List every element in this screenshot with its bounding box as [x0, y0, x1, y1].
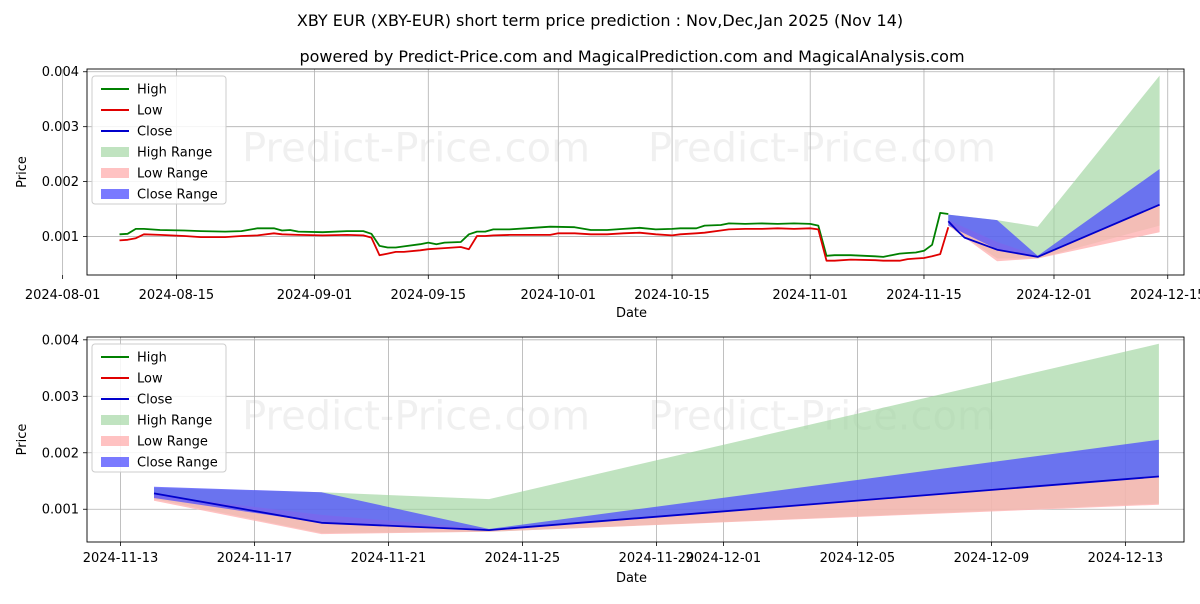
x-tick-label: 2024-11-29 [619, 551, 695, 566]
legend: High Low Close High Range Low Range Close Ran… [91, 75, 227, 205]
legend-label-high-range: High Range [137, 414, 212, 429]
x-axis-label: Date [616, 571, 647, 586]
legend-label-low-range: Low Range [137, 167, 208, 182]
x-tick-label: 2024-09-01 [277, 288, 353, 303]
series-line-close [947, 203, 1160, 258]
legend-label-close: Close [137, 125, 172, 140]
chart-subtitle: powered by Predict-Price.com and Magical… [299, 47, 964, 66]
legend-label-high: High [137, 83, 167, 98]
x-tick-label: 2024-11-01 [772, 288, 848, 303]
x-tick-label: 2024-09-15 [391, 288, 467, 303]
legend-label-close-range: Close Range [137, 188, 218, 203]
legend-swatch-close-range [101, 189, 129, 199]
y-tick-label: 0.004 [42, 65, 79, 80]
y-axis-label: Price [15, 424, 30, 456]
series-line-close [153, 475, 1159, 531]
x-tick-label: 2024-10-01 [521, 288, 597, 303]
x-tick-label: 2024-12-13 [1088, 551, 1164, 566]
chart-forecast: Predict-Price.com Predict-Price.com2024-1… [15, 333, 1185, 586]
legend-swatch-low-range [101, 168, 129, 178]
x-tick-label: 2024-11-17 [217, 551, 293, 566]
range-band-low-range [154, 475, 1159, 535]
legend-swatch-high-range [101, 147, 129, 157]
x-tick-label: 2024-12-01 [686, 551, 762, 566]
chart-title: XBY EUR (XBY-EUR) short term price predi… [297, 11, 903, 30]
y-tick-label: 0.002 [42, 446, 79, 461]
x-tick-label: 2024-12-01 [1016, 288, 1092, 303]
y-tick-label: 0.004 [42, 333, 79, 348]
x-tick-label: 2024-11-13 [83, 551, 159, 566]
x-tick-label: 2024-11-15 [886, 288, 962, 303]
legend: High Low Close High Range Low Range Close Ran… [91, 343, 227, 473]
y-tick-label: 0.003 [42, 120, 79, 135]
legend-label-low: Low [137, 104, 163, 119]
y-axis-label: Price [15, 156, 30, 188]
legend-swatch-high-range [101, 415, 129, 425]
legend-label-high-range: High Range [137, 146, 212, 161]
x-tick-label: 2024-08-01 [25, 288, 101, 303]
legend-label-high: High [137, 351, 167, 366]
range-band-close-range [154, 439, 1159, 531]
x-tick-label: 2024-12-05 [820, 551, 896, 566]
x-tick-label: 2024-12-09 [954, 551, 1030, 566]
x-tick-label: 2024-08-15 [139, 288, 215, 303]
x-tick-label: 2024-12-15 [1130, 288, 1200, 303]
legend-swatch-close-range [101, 457, 129, 467]
axes-frame [86, 336, 1185, 543]
y-tick-label: 0.001 [42, 503, 79, 518]
legend-label-close-range: Close Range [137, 456, 218, 471]
y-tick-label: 0.002 [42, 175, 79, 190]
legend-swatch-low-range [101, 436, 129, 446]
plot-area [153, 343, 1159, 535]
legend-label-close: Close [137, 393, 172, 408]
series-line-low [119, 226, 950, 262]
legend-label-low: Low [137, 372, 163, 387]
watermark: Predict-Price.com [648, 126, 996, 172]
axes-frame [86, 68, 1185, 276]
watermark: Predict-Price.com [242, 393, 590, 439]
x-tick-label: 2024-10-15 [634, 288, 710, 303]
y-tick-label: 0.001 [42, 230, 79, 245]
series-line-high [119, 211, 949, 258]
legend-label-low-range: Low Range [137, 435, 208, 450]
plot-area [119, 75, 1160, 262]
range-band-close-range [948, 169, 1160, 258]
chart-main: Predict-Price.com Predict-Price.com 2024-0… [15, 65, 1200, 321]
x-tick-label: 2024-11-21 [351, 551, 427, 566]
x-tick-label: 2024-11-25 [485, 551, 561, 566]
watermark: Predict-Price.com [242, 126, 590, 172]
y-tick-label: 0.003 [42, 390, 79, 405]
x-axis-label: Date [616, 306, 647, 321]
